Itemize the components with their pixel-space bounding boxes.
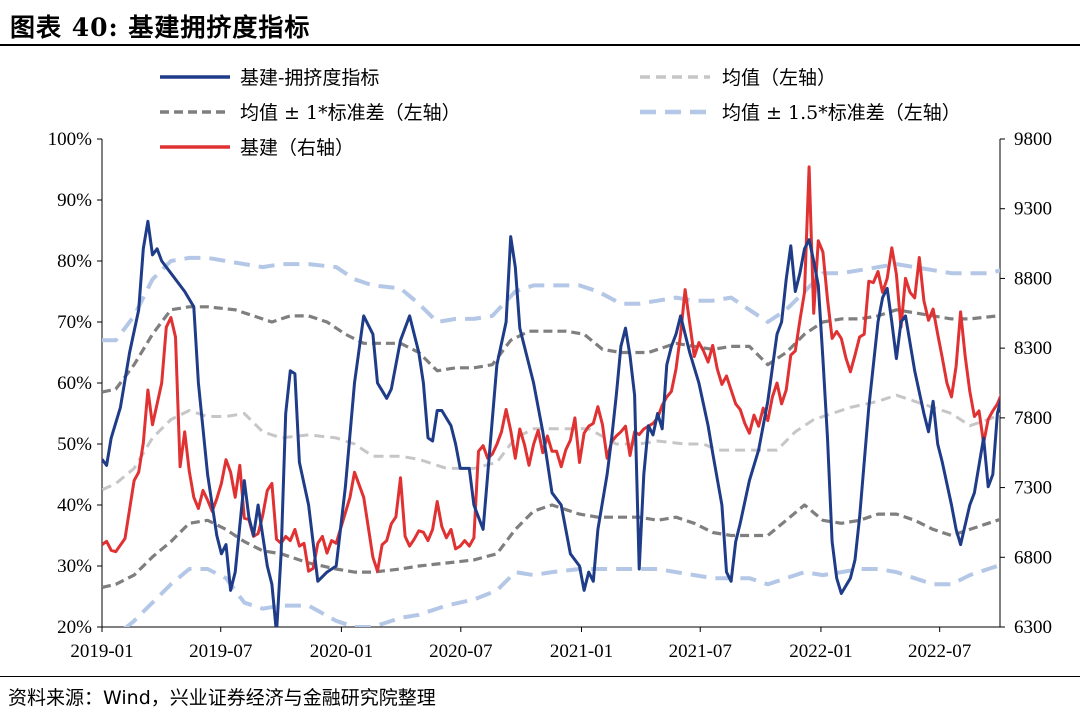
legend-label: 基建-拥挤度指标	[240, 67, 379, 89]
x-axis-tick-label: 2022-01	[789, 641, 852, 662]
x-axis-tick-label: 2022-07	[908, 641, 971, 662]
title-rule	[0, 44, 1080, 46]
series-line	[102, 305, 1000, 394]
left-axis-tick-label: 40%	[57, 495, 92, 516]
legend-label: 基建（右轴）	[240, 137, 354, 159]
left-axis-tick-label: 20%	[57, 617, 92, 638]
left-axis-tick-label: 100%	[48, 129, 93, 150]
source-note: 资料来源：Wind，兴业证券经济与金融研究院整理	[8, 687, 436, 709]
right-axis-tick-label: 6800	[1014, 547, 1052, 568]
series-line	[123, 563, 1000, 627]
x-axis-tick-label: 2021-07	[669, 641, 732, 662]
series-line	[102, 255, 1000, 343]
chart-title: 图表 40: 基建拥挤度指标	[10, 13, 311, 42]
left-axis-tick-label: 90%	[57, 190, 92, 211]
legend-label: 均值（左轴）	[722, 67, 836, 89]
left-axis-tick-label: 60%	[57, 373, 92, 394]
right-axis-tick-label: 7800	[1014, 408, 1052, 429]
series-line	[102, 219, 1000, 627]
left-axis-tick-label: 50%	[57, 434, 92, 455]
right-axis-tick-label: 7300	[1014, 478, 1052, 499]
x-axis-tick-label: 2020-07	[429, 641, 492, 662]
right-axis-tick-label: 9300	[1014, 199, 1052, 220]
source-rule	[0, 676, 1080, 677]
right-axis-tick-label: 6300	[1014, 617, 1052, 638]
left-axis-tick-label: 70%	[57, 312, 92, 333]
left-axis-tick-label: 80%	[57, 251, 92, 272]
series-line	[102, 503, 1000, 589]
x-axis-tick-label: 2019-01	[70, 641, 133, 662]
series-line	[102, 165, 1000, 573]
right-axis-tick-label: 9800	[1014, 129, 1052, 150]
legend-label: 均值 ± 1.5*标准差（左轴）	[722, 102, 961, 124]
left-axis-tick-label: 30%	[57, 556, 92, 577]
right-axis-tick-label: 8800	[1014, 268, 1052, 289]
x-axis-tick-label: 2021-01	[550, 641, 613, 662]
legend-label: 均值 ± 1*标准差（左轴）	[240, 102, 461, 124]
x-axis-tick-label: 2020-01	[310, 641, 373, 662]
x-axis-tick-label: 2019-07	[189, 641, 252, 662]
chart: 20% 30% 40% 50% 60% 70% 80% 90% 100% 6300 6800 7300…	[48, 67, 1052, 662]
right-axis-tick-label: 8300	[1014, 338, 1052, 359]
